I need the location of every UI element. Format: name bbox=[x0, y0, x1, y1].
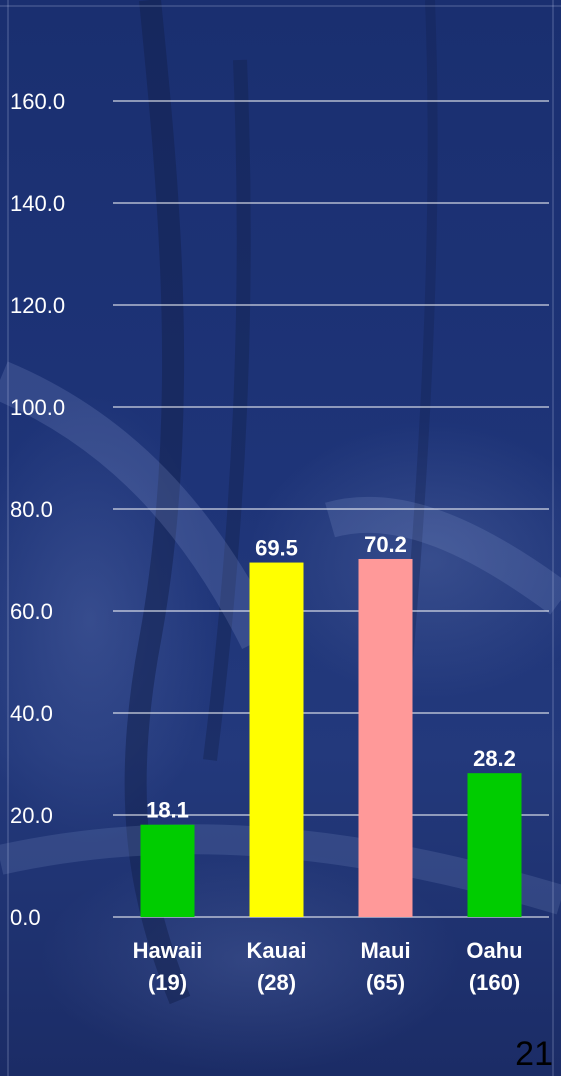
bar-value-labels: 18.1 69.5 70.2 28.2 bbox=[146, 532, 516, 823]
y-tick-label: 40.0 bbox=[10, 701, 53, 726]
x-category-label: (19) bbox=[148, 970, 187, 995]
x-category-label: Maui bbox=[360, 938, 410, 963]
x-category-label: Kauai bbox=[247, 938, 307, 963]
y-tick-label: 140.0 bbox=[10, 191, 65, 216]
slide-number: 21 bbox=[515, 1035, 553, 1073]
bar-value-label: 69.5 bbox=[255, 536, 298, 561]
y-tick-label: 160.0 bbox=[10, 89, 65, 114]
x-category-label: Hawaii bbox=[133, 938, 203, 963]
bar bbox=[140, 824, 195, 917]
bar-value-label: 70.2 bbox=[364, 532, 407, 557]
bar bbox=[467, 773, 522, 917]
chart-bars bbox=[140, 558, 522, 917]
y-tick-label: 20.0 bbox=[10, 803, 53, 828]
y-axis-tick-labels: 0.0 20.0 40.0 60.0 80.0 100.0 120.0 140.0 160.0 bbox=[10, 89, 65, 930]
x-category-label: Oahu bbox=[466, 938, 522, 963]
bar-value-label: 28.2 bbox=[473, 746, 516, 771]
bar bbox=[358, 558, 413, 917]
y-tick-label: 100.0 bbox=[10, 395, 65, 420]
y-tick-label: 0.0 bbox=[10, 905, 41, 930]
bar bbox=[249, 562, 304, 917]
y-tick-label: 120.0 bbox=[10, 293, 65, 318]
x-axis-category-labels: Hawaii (19) Kauai (28) Maui (65) Oahu (160) bbox=[133, 938, 523, 995]
x-category-label: (28) bbox=[257, 970, 296, 995]
y-tick-label: 80.0 bbox=[10, 497, 53, 522]
y-tick-label: 60.0 bbox=[10, 599, 53, 624]
bar-value-label: 18.1 bbox=[146, 798, 189, 823]
x-category-label: (160) bbox=[469, 970, 520, 995]
x-category-label: (65) bbox=[366, 970, 405, 995]
